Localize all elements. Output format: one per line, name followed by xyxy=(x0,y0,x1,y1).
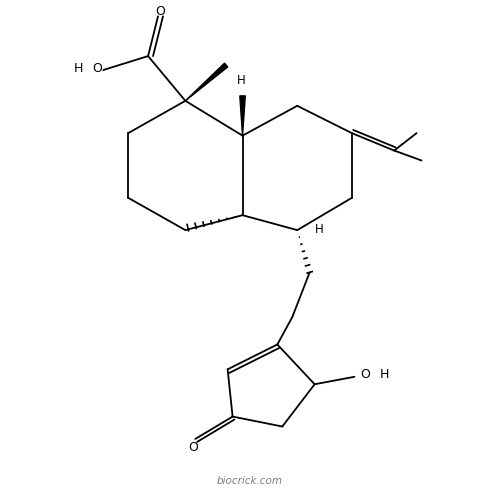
Text: H: H xyxy=(380,368,389,382)
Text: biocrick.com: biocrick.com xyxy=(217,476,283,486)
Text: O: O xyxy=(156,5,166,18)
Polygon shape xyxy=(186,63,228,101)
Text: H: H xyxy=(315,222,324,235)
Text: O: O xyxy=(92,62,102,74)
Text: H: H xyxy=(74,62,83,74)
Text: H: H xyxy=(236,74,246,87)
Text: O: O xyxy=(360,368,370,382)
Polygon shape xyxy=(240,96,246,136)
Text: O: O xyxy=(188,442,198,454)
